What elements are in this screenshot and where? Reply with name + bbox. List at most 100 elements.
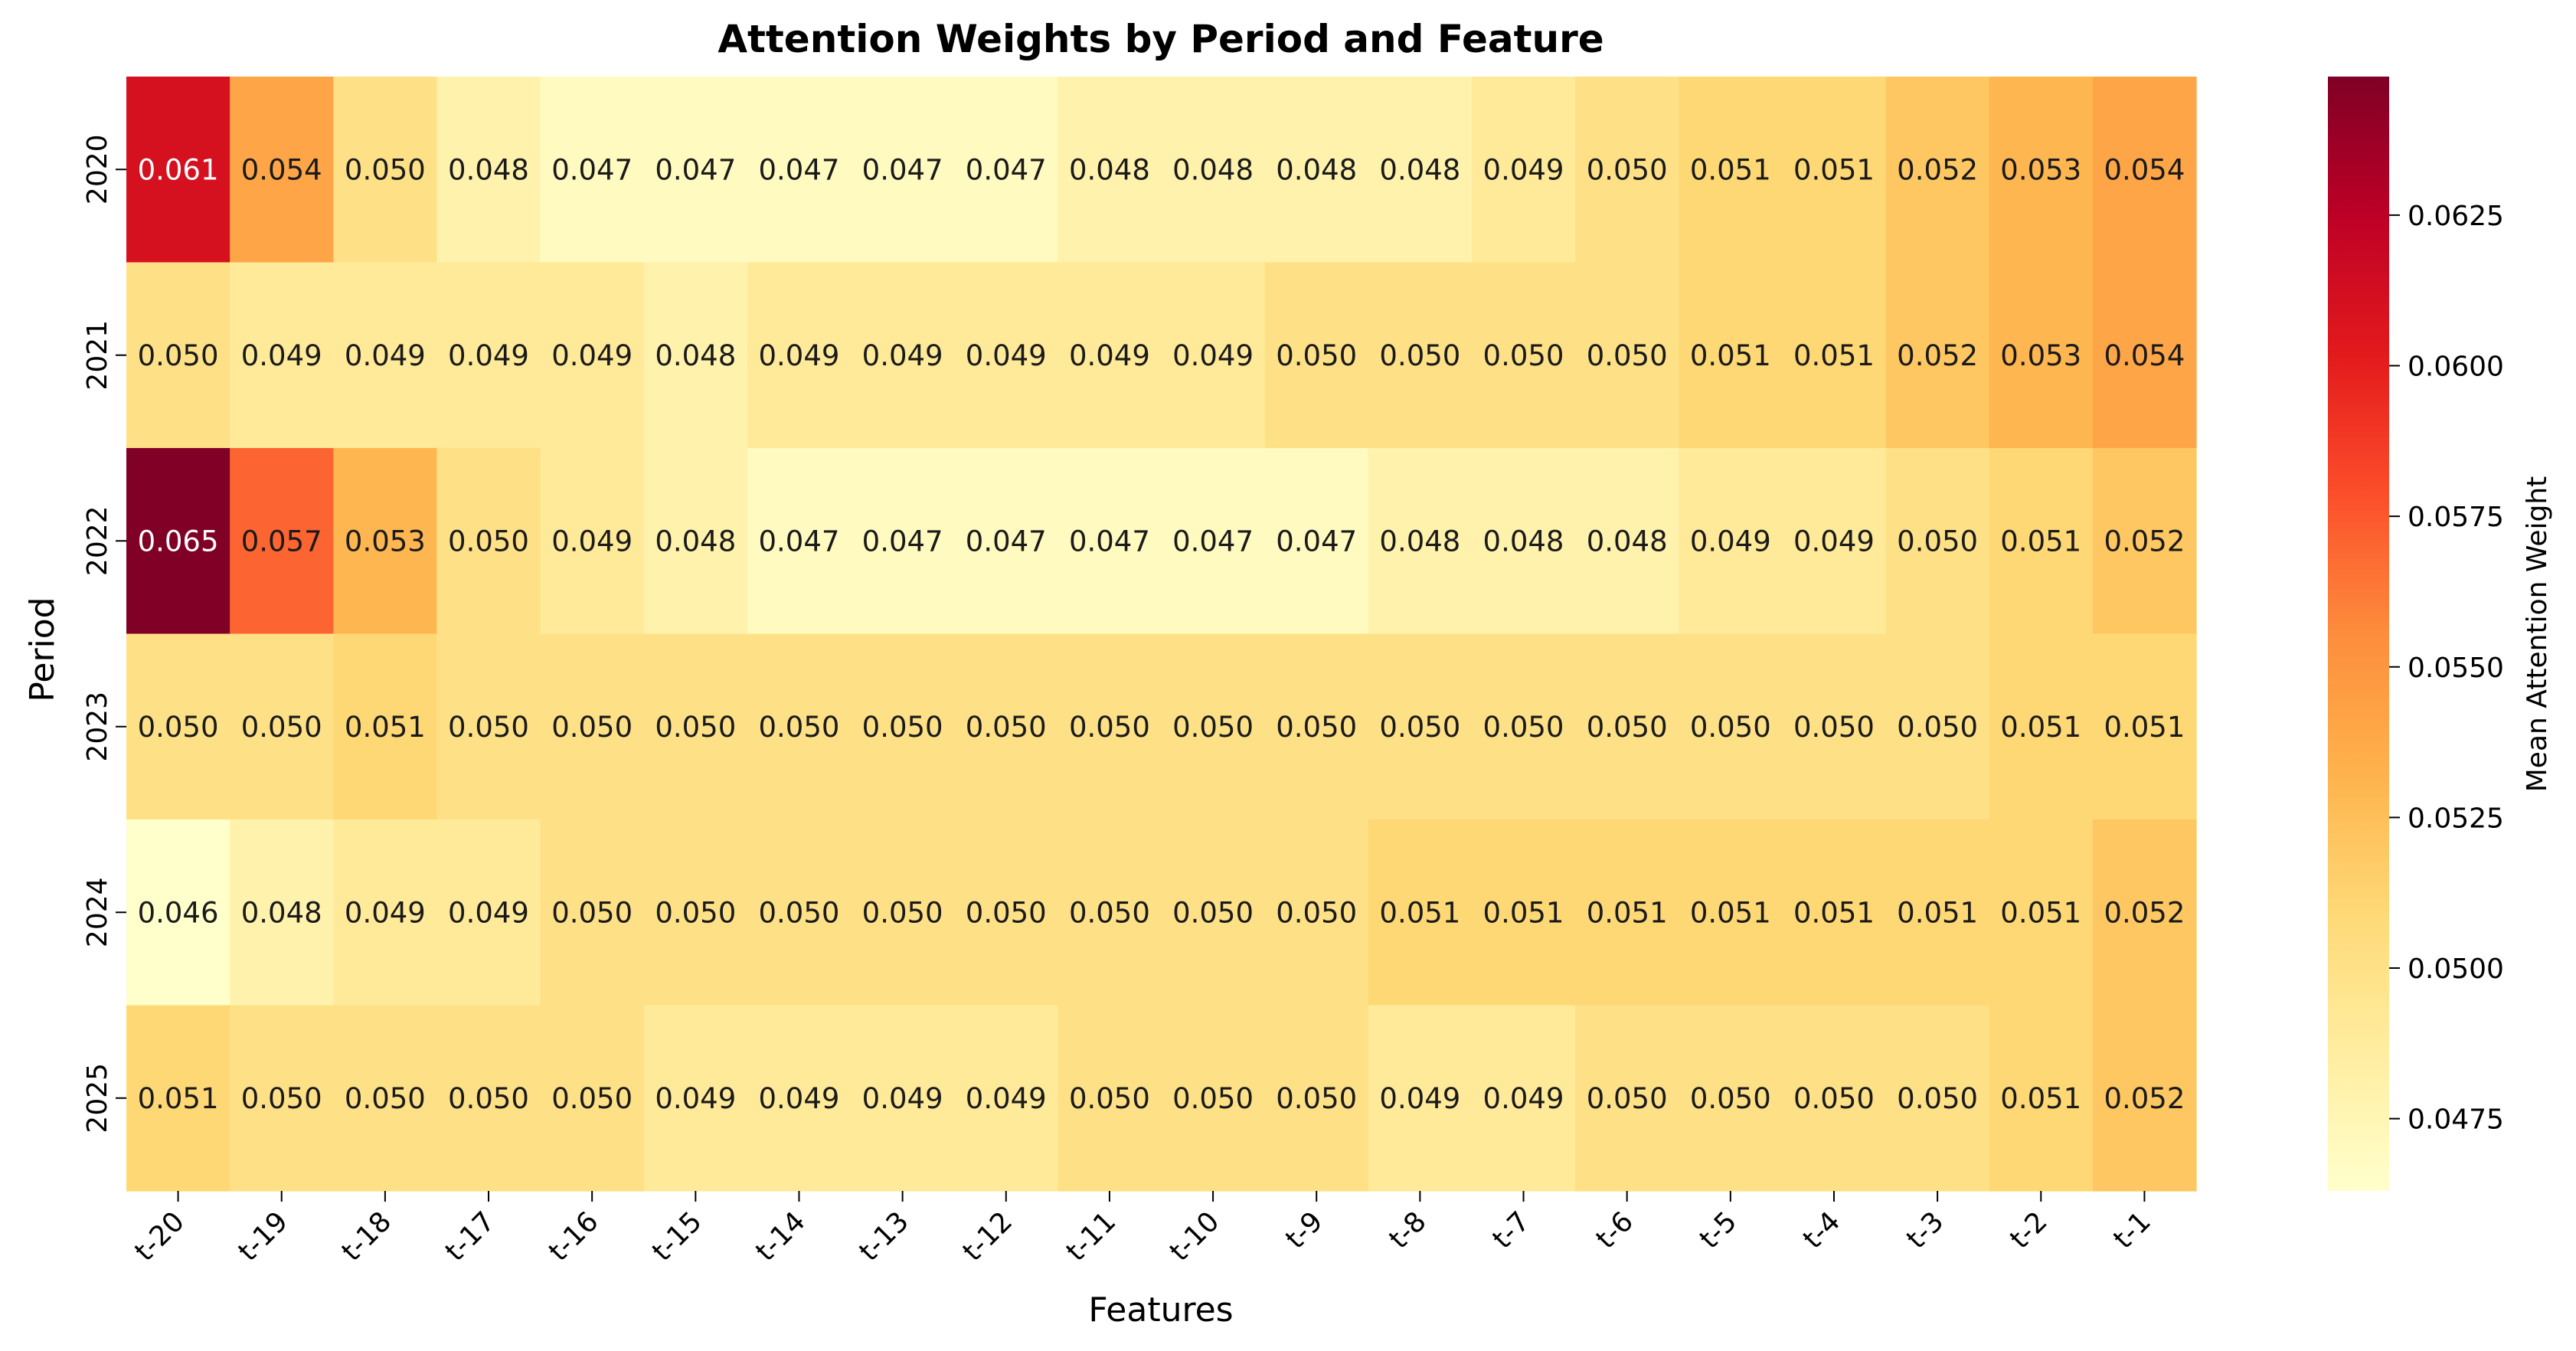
heatmap-cell — [436, 819, 541, 1006]
cell-value-label: 0.054 — [2104, 339, 2185, 372]
cell-value-label: 0.050 — [448, 525, 529, 558]
heatmap-cell — [1679, 1005, 1783, 1192]
heatmap-cell — [1575, 262, 1679, 449]
heatmap-cell — [540, 1005, 645, 1192]
heatmap-cell — [1885, 1005, 1990, 1192]
cell-value-label: 0.050 — [862, 896, 943, 929]
cell-value-label: 0.051 — [1587, 896, 1668, 929]
heatmap-cell — [333, 633, 438, 820]
cell-value-label: 0.051 — [1690, 896, 1771, 929]
heatmap-cell — [1989, 448, 2094, 635]
colorbar-tick-label: 0.0625 — [2408, 201, 2504, 232]
heatmap-cell — [851, 448, 955, 635]
cell-value-label: 0.051 — [345, 711, 426, 744]
cell-value-label: 0.050 — [1690, 711, 1771, 744]
x-tick-label: t-7 — [1487, 1205, 1536, 1254]
cell-value-label: 0.049 — [1483, 153, 1564, 186]
cell-value-label: 0.048 — [1276, 153, 1357, 186]
cell-value-label: 0.048 — [655, 525, 736, 558]
cell-value-label: 0.049 — [1379, 1082, 1460, 1115]
y-tick-label: 2024 — [82, 877, 113, 947]
heatmap-cell — [1264, 77, 1369, 263]
cell-value-label: 0.049 — [241, 339, 322, 372]
heatmap-cell — [1679, 262, 1783, 449]
x-tick-label: t-6 — [1590, 1205, 1639, 1254]
cell-value-label: 0.049 — [448, 339, 529, 372]
x-tick-label: t-12 — [957, 1205, 1019, 1268]
heatmap-cell — [1264, 1005, 1369, 1192]
cell-value-label: 0.047 — [862, 153, 943, 186]
heatmap-cell — [2092, 1005, 2197, 1192]
heatmap-cell — [230, 1005, 334, 1192]
heatmap-cell — [851, 77, 955, 263]
cell-value-label: 0.054 — [2104, 153, 2185, 186]
heatmap-cell — [1264, 633, 1369, 820]
y-tick-label: 2025 — [82, 1063, 113, 1133]
cell-value-label: 0.050 — [1172, 711, 1254, 744]
heatmap-cell — [333, 262, 438, 449]
colorbar-tick-label: 0.0500 — [2408, 954, 2504, 985]
cell-value-label: 0.050 — [759, 711, 840, 744]
x-tick-label: t-11 — [1061, 1205, 1123, 1268]
heatmap-cell — [1058, 819, 1162, 1006]
heatmap-cell — [1058, 77, 1162, 263]
cell-value-label: 0.051 — [1793, 153, 1875, 186]
colorbar-tick-label: 0.0600 — [2408, 352, 2504, 383]
cell-value-label: 0.048 — [655, 339, 736, 372]
heatmap-cell — [1679, 633, 1783, 820]
heatmap-cell — [126, 448, 230, 635]
cell-value-label: 0.050 — [1379, 711, 1460, 744]
cell-value-label: 0.051 — [1793, 339, 1875, 372]
cell-value-label: 0.051 — [1379, 896, 1460, 929]
cell-value-label: 0.050 — [551, 896, 633, 929]
heatmap-cell — [436, 262, 541, 449]
cell-value-label: 0.050 — [1897, 1082, 1978, 1115]
cell-value-label: 0.047 — [1276, 525, 1357, 558]
heatmap-cell — [126, 77, 230, 263]
cell-value-label: 0.050 — [1690, 1082, 1771, 1115]
cell-value-label: 0.050 — [1483, 711, 1564, 744]
cell-value-label: 0.061 — [138, 153, 219, 186]
cell-value-label: 0.049 — [1172, 339, 1254, 372]
cell-value-label: 0.049 — [551, 339, 633, 372]
heatmap-cell — [1368, 448, 1473, 635]
cell-value-label: 0.052 — [2104, 525, 2185, 558]
heatmap-cell — [126, 633, 230, 820]
cell-value-label: 0.049 — [759, 339, 840, 372]
heatmap-cell — [230, 448, 334, 635]
cell-value-label: 0.050 — [1587, 711, 1668, 744]
heatmap-cell — [1782, 262, 1887, 449]
cell-value-label: 0.046 — [138, 896, 219, 929]
cell-value-label: 0.049 — [1483, 1082, 1564, 1115]
y-axis: 2020 2021 2022 2023 2024 2025 — [82, 134, 126, 1133]
heatmap-cell — [643, 633, 748, 820]
heatmap-cell — [126, 819, 230, 1006]
heatmap-cell — [1368, 633, 1473, 820]
cell-value-label: 0.051 — [1897, 896, 1978, 929]
heatmap-cell — [1161, 1005, 1266, 1192]
x-tick-label: t-4 — [1797, 1205, 1846, 1254]
y-tick-label: 2021 — [82, 320, 113, 391]
heatmap-cell — [1058, 633, 1162, 820]
cell-value-label: 0.050 — [1587, 339, 1668, 372]
cell-value-label: 0.048 — [241, 896, 322, 929]
cell-value-label: 0.050 — [1276, 339, 1357, 372]
cell-value-label: 0.052 — [1897, 339, 1978, 372]
cell-value-label: 0.054 — [241, 153, 322, 186]
heatmap-cell — [1885, 633, 1990, 820]
x-tick-label: t-20 — [129, 1205, 191, 1268]
heatmap-cell — [1471, 77, 1576, 263]
heatmap-cell — [436, 1005, 541, 1192]
cell-value-label: 0.049 — [862, 339, 943, 372]
cell-value-label: 0.050 — [345, 153, 426, 186]
heatmap-cell — [1782, 77, 1887, 263]
cell-value-label: 0.047 — [759, 525, 840, 558]
heatmap-cell — [1782, 448, 1887, 635]
heatmap-cell — [126, 262, 230, 449]
colorbar-tick-label: 0.0575 — [2408, 502, 2504, 533]
cell-value-label: 0.050 — [1587, 1082, 1668, 1115]
heatmap-cell — [540, 633, 645, 820]
cell-value-label: 0.049 — [966, 1082, 1047, 1115]
heatmap-cell — [643, 448, 748, 635]
cell-value-label: 0.050 — [1793, 711, 1875, 744]
